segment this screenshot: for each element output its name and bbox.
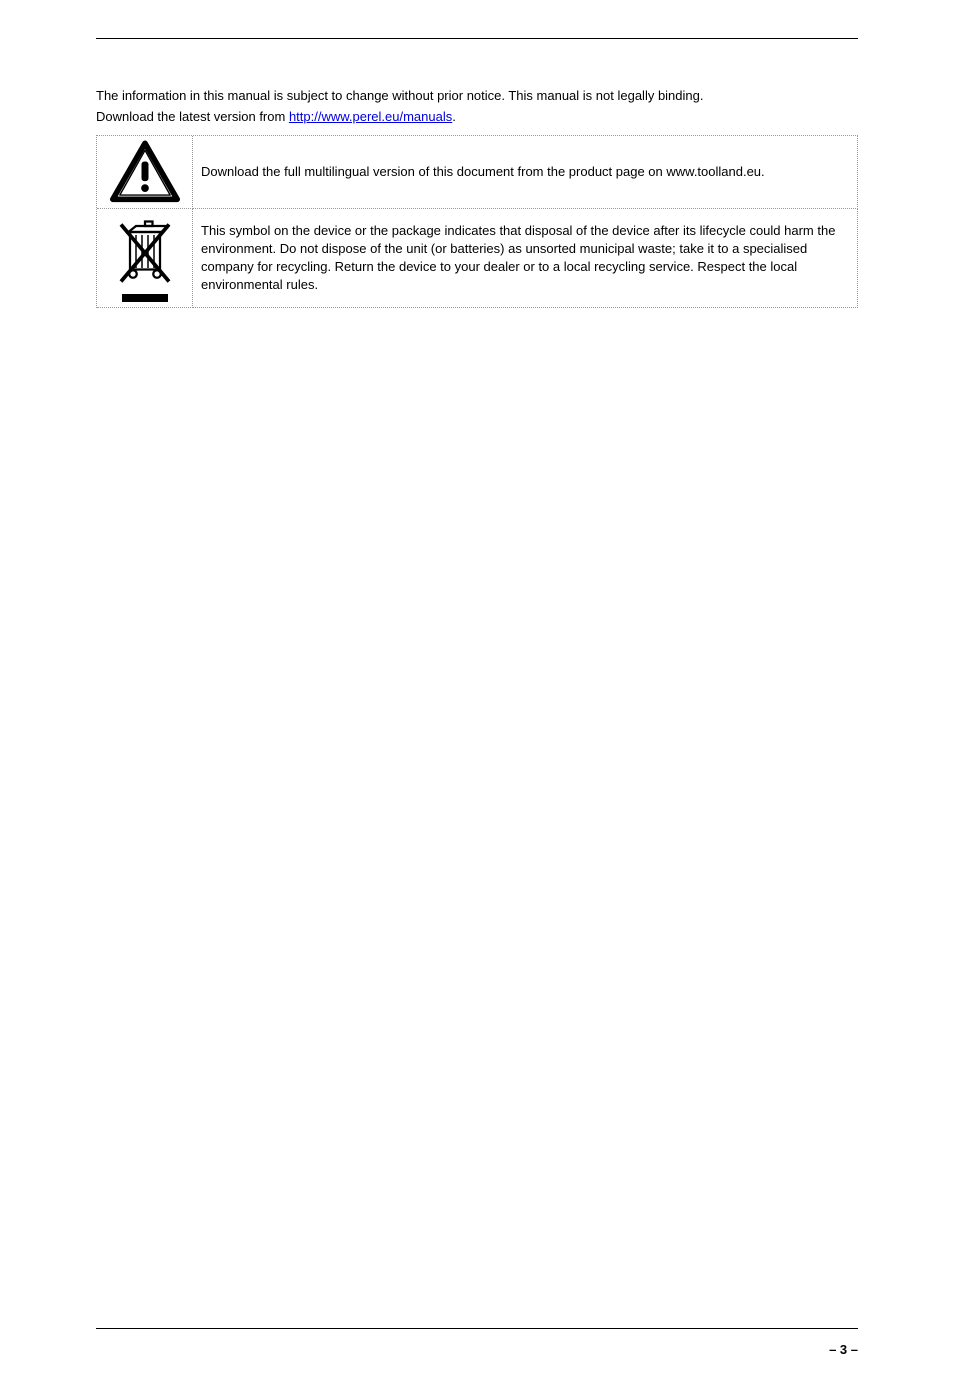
weee-bin-icon [115, 213, 175, 303]
intro-link-line: Download the latest version from http://… [96, 108, 858, 126]
warning-text: Download the full multilingual version o… [201, 163, 849, 181]
footer-right: – 3 – [829, 1342, 858, 1357]
intro-suffix: . [452, 109, 456, 124]
text-cell-weee: This symbol on the device or the package… [193, 209, 858, 308]
intro-text: The information in this manual is subjec… [96, 87, 858, 105]
weee-bar-icon [122, 294, 168, 302]
notice-table: Download the full multilingual version o… [96, 135, 858, 308]
icon-cell-warning [97, 136, 193, 209]
bottom-rule [96, 1328, 858, 1329]
icon-cell-weee [97, 209, 193, 308]
text-cell-warning: Download the full multilingual version o… [193, 136, 858, 209]
weee-text: This symbol on the device or the package… [201, 222, 849, 295]
header-space [96, 39, 858, 87]
intro-prefix: Download the latest version from [96, 109, 289, 124]
warning-triangle-icon [110, 140, 180, 204]
manual-link[interactable]: http://www.perel.eu/manuals [289, 109, 452, 124]
page: The information in this manual is subjec… [0, 38, 954, 1389]
